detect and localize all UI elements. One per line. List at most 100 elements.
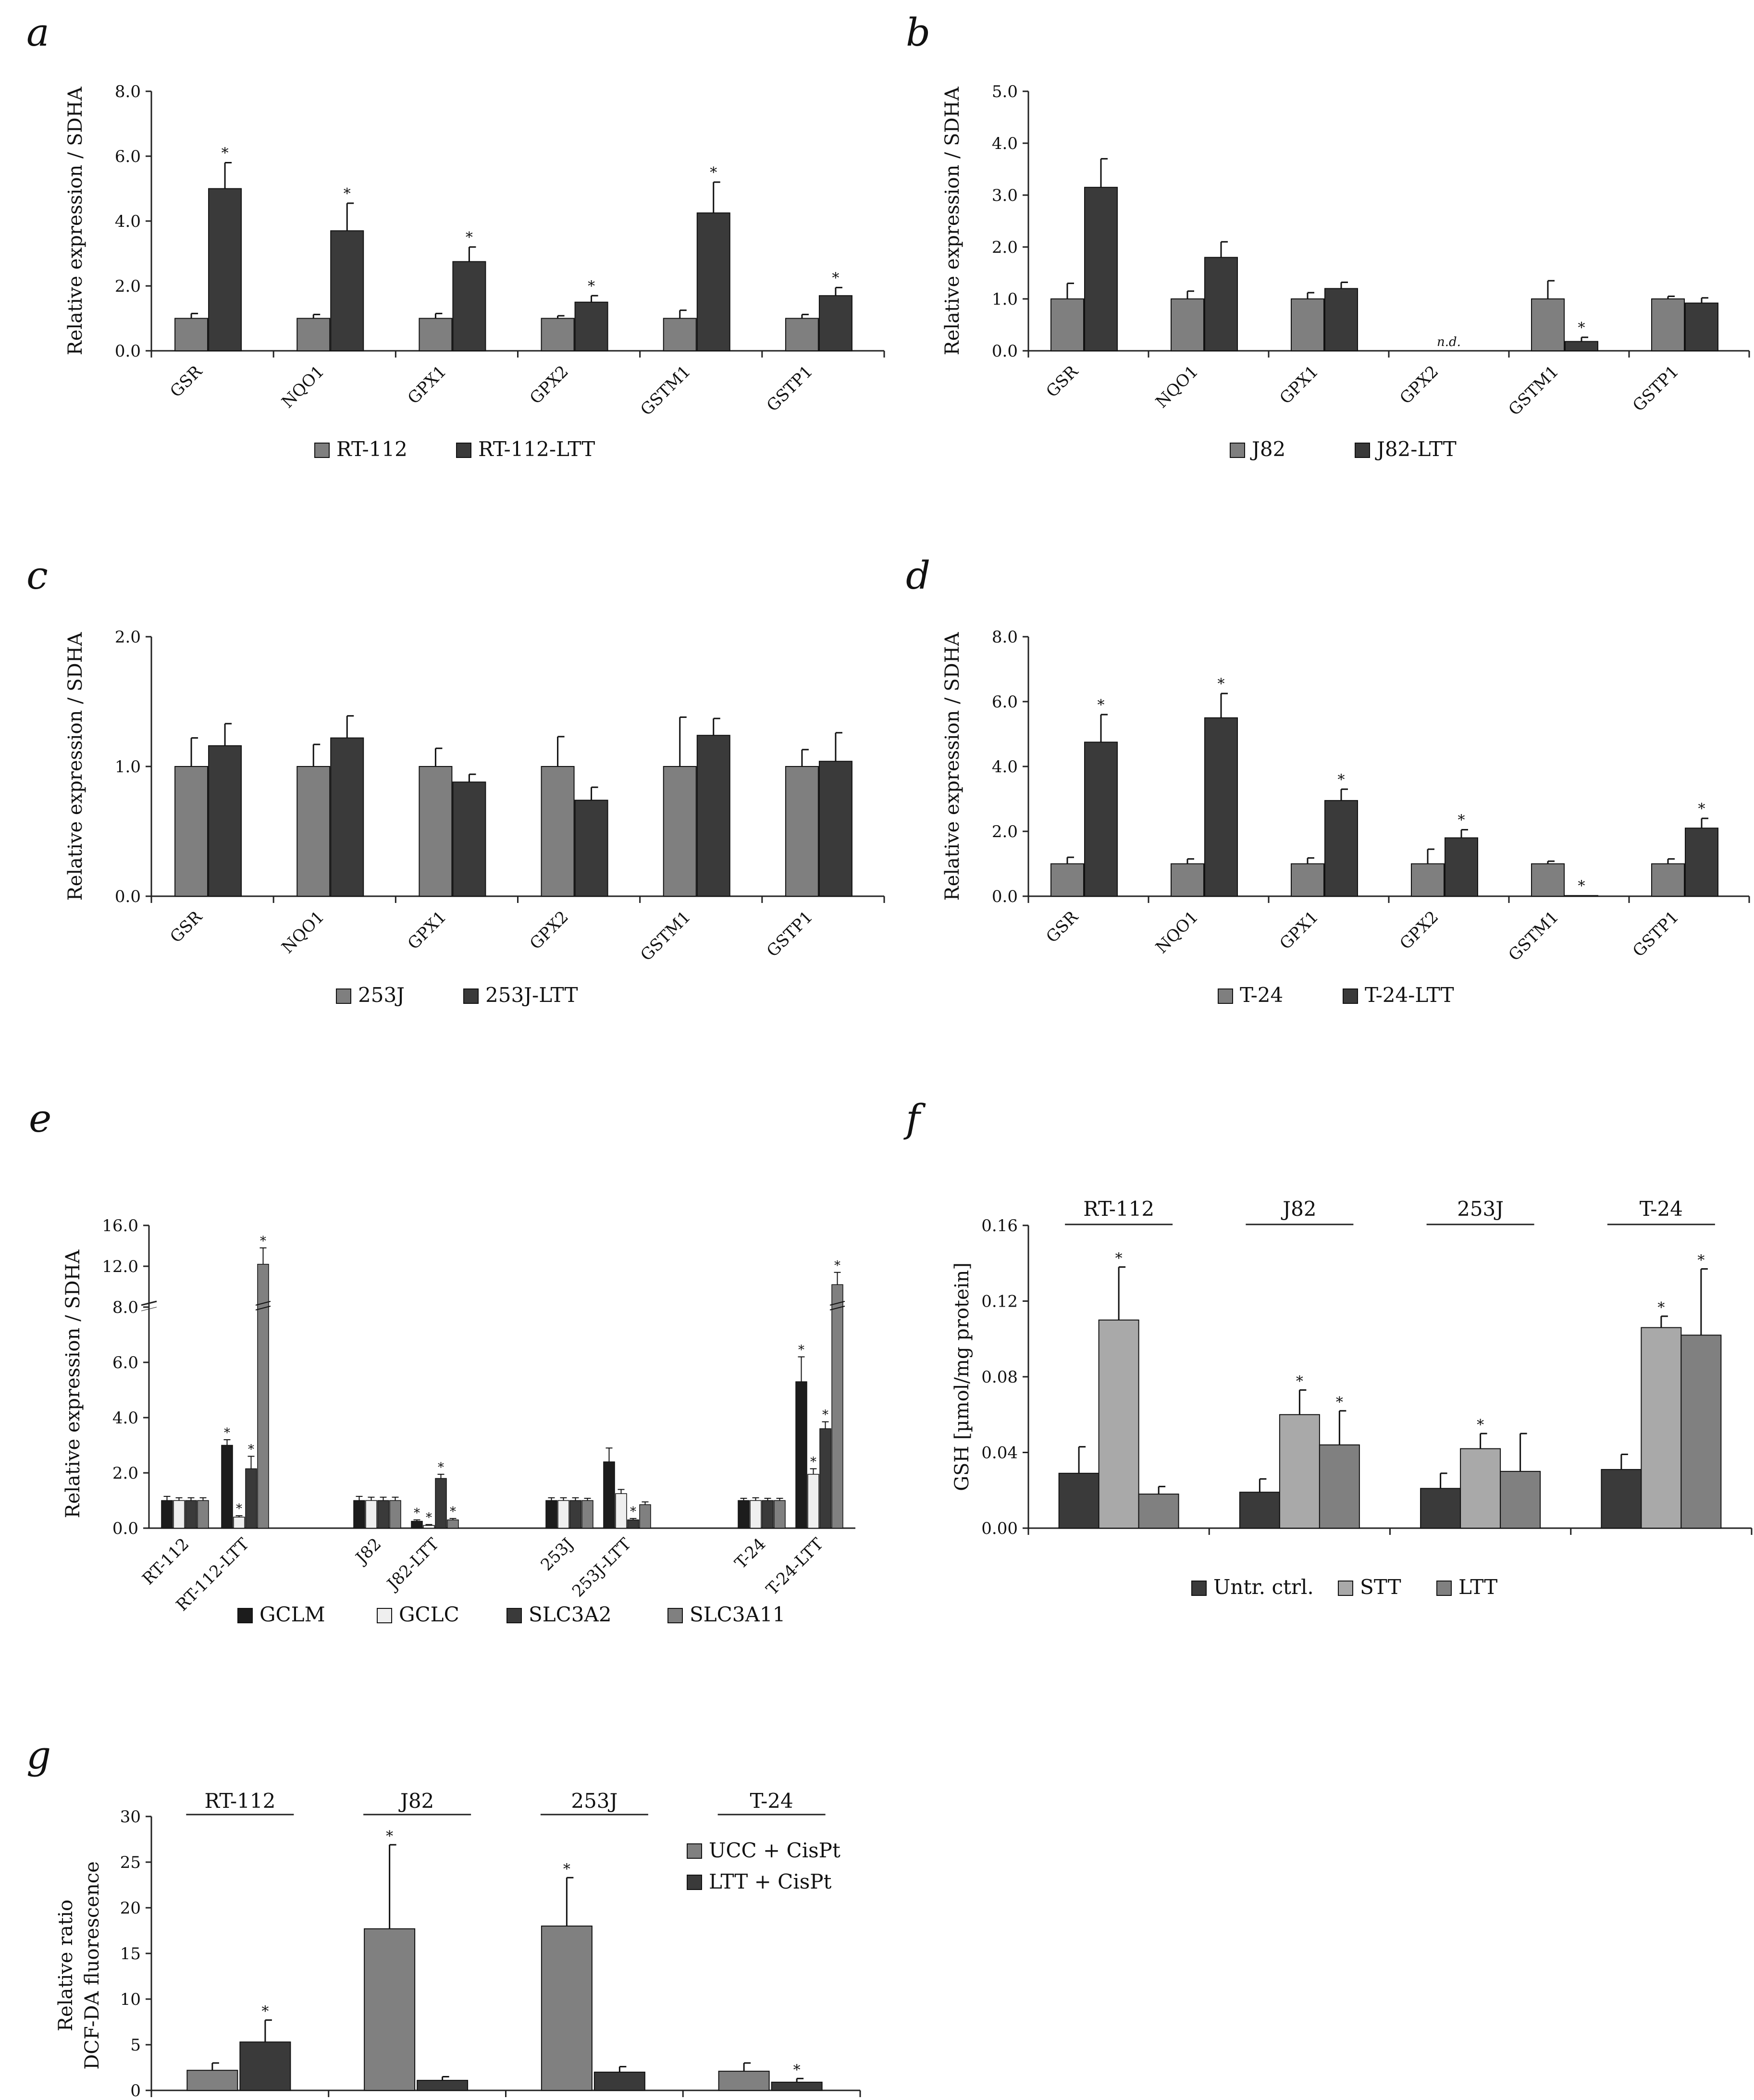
- bar: [615, 1493, 627, 1529]
- panel-c-chart: 0.0 1.0 2.0 Relative expression / SDHA GSR NQ…: [64, 628, 885, 1007]
- bar: [296, 318, 331, 351]
- significance-star: *: [1098, 697, 1105, 714]
- legend-label: SLC3A2: [529, 1603, 612, 1626]
- y-axis-title: GSH [µmol/mg protein]: [951, 1262, 973, 1491]
- x-tick-label: GPX1: [404, 362, 450, 408]
- y-tick-label: 0.0: [112, 1519, 138, 1538]
- significance-star: *: [630, 1505, 636, 1519]
- legend-swatch: [237, 1608, 253, 1623]
- y-tick-label: 2.0: [112, 1464, 138, 1483]
- legend-label: RT-112: [336, 437, 408, 461]
- significance-star: *: [438, 1460, 444, 1475]
- y-tick-label: 12.0: [102, 1257, 138, 1276]
- bar: [1239, 1492, 1280, 1529]
- bar: [208, 188, 242, 351]
- y-tick-label: 1.0: [992, 290, 1018, 309]
- bar: [831, 1284, 843, 1529]
- y-tick-label: 30: [120, 1807, 141, 1827]
- bar: [353, 1500, 365, 1529]
- x-tick-label: GSR: [1042, 361, 1082, 401]
- bar: [1084, 186, 1118, 351]
- bar: [1171, 863, 1204, 897]
- group-label: 253J: [571, 1789, 618, 1813]
- y-tick-label: 0.08: [981, 1368, 1018, 1387]
- x-tick-label: GSTP1: [763, 362, 816, 415]
- y-tick-label: 0.0: [992, 342, 1018, 361]
- y-tick-label: 16.0: [102, 1216, 138, 1235]
- bar: [1171, 298, 1204, 351]
- bar: [174, 318, 209, 351]
- significance-star: *: [386, 1828, 393, 1845]
- bar: [541, 318, 575, 351]
- bar: [818, 295, 852, 351]
- significance-star: *: [224, 1426, 230, 1440]
- bar: [1291, 863, 1324, 897]
- bar: [239, 2041, 291, 2091]
- bar: [785, 766, 819, 897]
- legend-swatch: [377, 1608, 392, 1623]
- bar: [818, 761, 852, 897]
- y-axis-title: Relative expression / SDHA: [62, 1249, 84, 1519]
- bar: [435, 1478, 447, 1529]
- legend-label: LTT: [1458, 1575, 1497, 1599]
- y-axis-title: Relative ratio: [55, 1900, 77, 2031]
- bar: [1204, 257, 1238, 351]
- legend-label: RT-112-LTT: [478, 437, 595, 461]
- significance-star: *: [426, 1511, 432, 1525]
- bar: [557, 1500, 569, 1529]
- significance-star: *: [1477, 1417, 1484, 1433]
- significance-star: *: [1578, 878, 1585, 895]
- bar: [197, 1500, 209, 1529]
- significance-star: *: [466, 229, 473, 246]
- panel-letter-a: a: [26, 10, 49, 55]
- bar-break-mark: [255, 1301, 271, 1306]
- bar: [161, 1500, 173, 1529]
- legend-label: Untr. ctrl.: [1213, 1575, 1314, 1599]
- y-tick-label: 6.0: [112, 1353, 138, 1372]
- bar: [1098, 1319, 1139, 1529]
- y-tick-label: 4.0: [992, 757, 1018, 777]
- bar: [417, 2080, 469, 2091]
- group-label: RT-112: [204, 1789, 275, 1813]
- y-tick-label: 4.0: [992, 134, 1018, 153]
- legend-swatch: [463, 988, 479, 1004]
- y-tick-label: 0.0: [115, 887, 141, 906]
- bar: [173, 1500, 185, 1529]
- legend-swatch: [687, 1875, 702, 1890]
- group-label: T-24: [750, 1789, 793, 1813]
- y-tick-label: 2.0: [992, 822, 1018, 841]
- legend-swatch: [506, 1608, 522, 1623]
- significance-star: *: [1657, 1299, 1665, 1316]
- bar: [330, 737, 364, 897]
- bar: [296, 766, 331, 897]
- y-tick-label: 10: [120, 1990, 141, 2009]
- bar: [411, 1520, 423, 1529]
- bar: [447, 1519, 459, 1529]
- bar: [1641, 1327, 1682, 1529]
- legend-swatch: [1343, 988, 1358, 1004]
- legend-label: STT: [1360, 1575, 1401, 1599]
- legend-label: 253J-LTT: [485, 983, 578, 1007]
- y-tick-label: 0: [130, 2081, 141, 2100]
- y-axis-title: DCF-DA fluorescence: [81, 1861, 103, 2070]
- bar: [1084, 741, 1118, 897]
- significance-star: *: [810, 1455, 816, 1469]
- bar: [245, 1468, 257, 1529]
- bar: [663, 766, 697, 897]
- y-tick-label: 20: [120, 1899, 141, 1918]
- panel-b-chart: 0.0 1.0 2.0 3.0 4.0 5.0 Relative expression / …: [941, 82, 1750, 461]
- x-tick-label: T-24-LTT: [763, 1534, 828, 1599]
- x-tick-label: GSTP1: [1629, 362, 1682, 415]
- x-tick-label: GSTM1: [1505, 362, 1562, 420]
- significance-star: *: [236, 1502, 242, 1516]
- legend-swatch: [667, 1608, 683, 1623]
- bar: [581, 1500, 593, 1529]
- significance-star: *: [414, 1506, 420, 1520]
- bar: [452, 781, 486, 897]
- legend-swatch: [456, 443, 471, 458]
- legend-swatch: [1191, 1581, 1207, 1596]
- panel-letter-c: c: [26, 553, 48, 598]
- x-tick-label: J82-LTT: [383, 1534, 443, 1595]
- significance-star: *: [1338, 771, 1345, 788]
